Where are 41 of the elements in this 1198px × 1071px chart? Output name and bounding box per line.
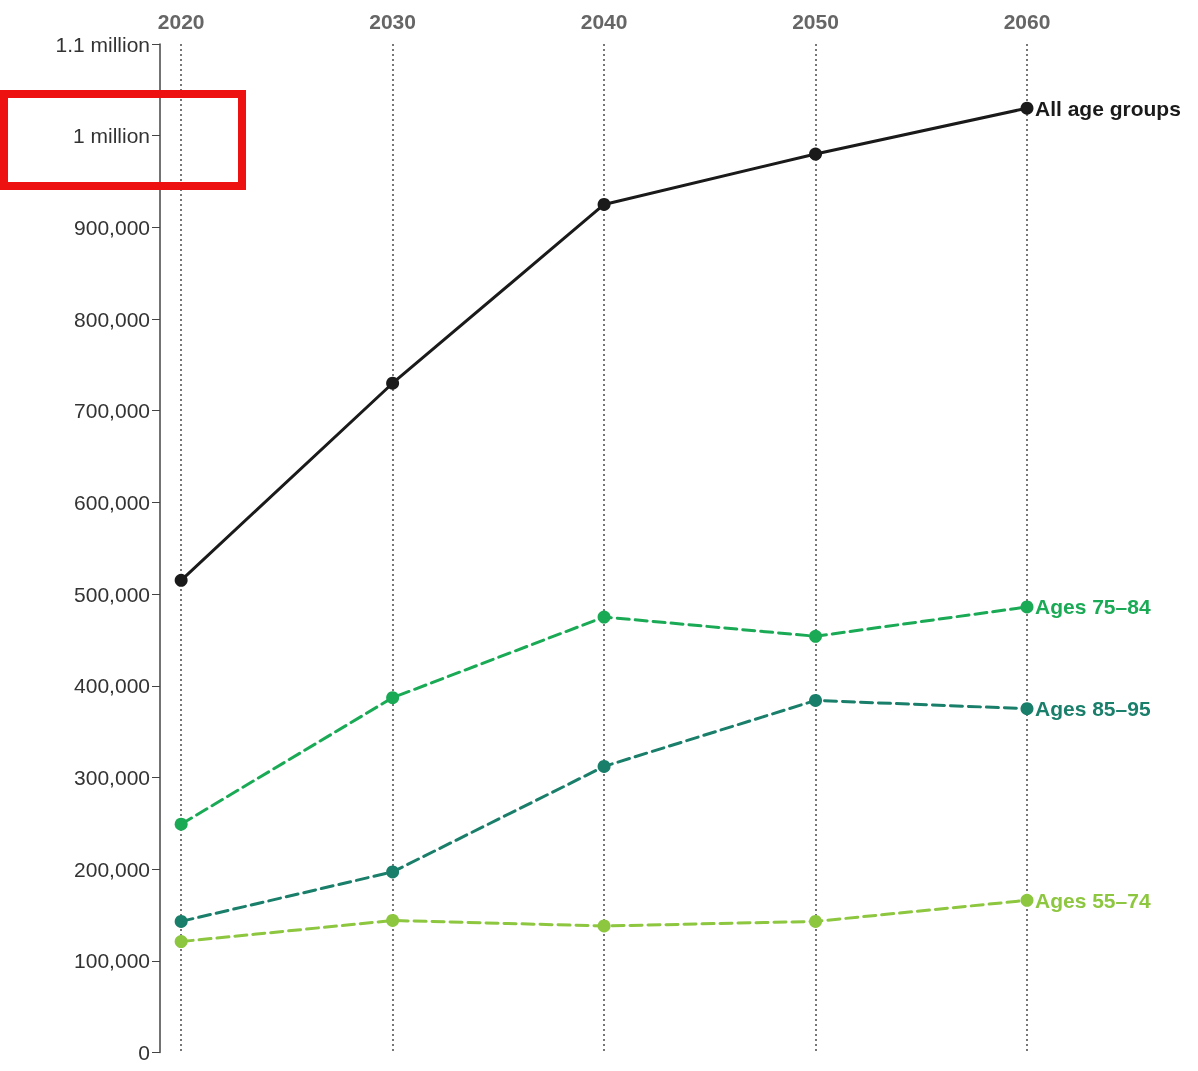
point (597, 919, 611, 933)
point (386, 691, 400, 705)
series-label: Ages 85–95 (1035, 697, 1151, 721)
point (174, 817, 188, 831)
y-tick-label: 500,000 (74, 582, 150, 606)
y-tick-label: 200,000 (74, 857, 150, 881)
series-label: All age groups (1035, 96, 1181, 120)
y-tick-label: 1 million (72, 124, 150, 148)
point (597, 759, 611, 773)
x-tick-label: 2030 (369, 10, 416, 33)
point (386, 865, 400, 879)
y-tick-label: 100,000 (74, 949, 150, 973)
x-tick-label: 2060 (1003, 10, 1051, 33)
x-tick-label: 2040 (580, 10, 628, 33)
series-label: Ages 75–84 (1035, 595, 1151, 619)
series-label: Ages 55–74 (1035, 888, 1151, 912)
point (1020, 600, 1034, 614)
y-tick-label: 300,000 (74, 765, 150, 789)
point (809, 693, 823, 707)
y-tick-label: 1.1 million (55, 32, 150, 56)
x-tick-label: 2020 (157, 10, 205, 33)
y-tick-label: 700,000 (74, 399, 150, 423)
x-tick-label: 2050 (792, 10, 839, 33)
point (386, 376, 400, 390)
point (597, 610, 611, 624)
y-tick-label: 900,000 (74, 215, 150, 239)
point (809, 629, 823, 643)
point (386, 913, 400, 927)
point (174, 935, 188, 949)
y-tick-label: 0 (138, 1041, 150, 1064)
point (1020, 101, 1034, 115)
point (809, 914, 823, 928)
point (174, 914, 188, 928)
point (174, 573, 188, 587)
point (1020, 702, 1034, 716)
point (809, 147, 823, 161)
point (1020, 893, 1034, 907)
y-tick-label: 800,000 (74, 307, 150, 331)
y-tick-label: 400,000 (74, 674, 150, 698)
point (597, 197, 611, 211)
y-tick-label: 600,000 (74, 490, 150, 514)
